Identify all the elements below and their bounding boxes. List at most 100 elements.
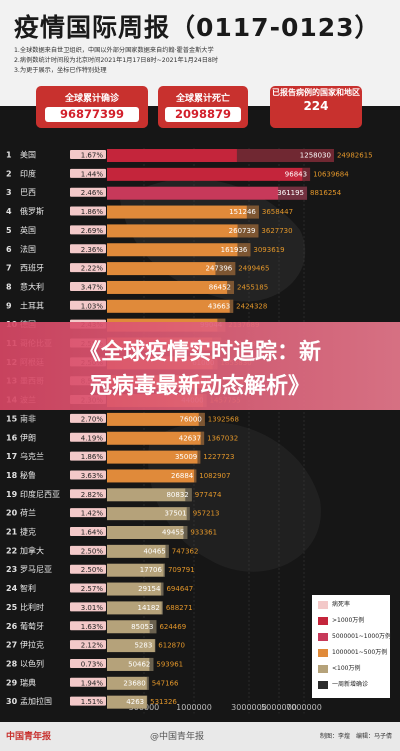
weekly-value-label: 260739	[229, 227, 256, 235]
total-value-label: 1227723	[203, 453, 234, 461]
bar-total	[107, 507, 190, 521]
rank-label: 7	[6, 264, 12, 273]
country-label: 荷兰	[20, 508, 36, 518]
cfr-badge	[70, 263, 106, 273]
bar-weekly	[236, 149, 334, 162]
cfr-label: 2.70%	[81, 415, 104, 423]
cfr-badge	[70, 508, 106, 518]
rank-label: 28	[6, 659, 18, 668]
cfr-label: 4.19%	[81, 434, 104, 442]
country-label: 南非	[20, 413, 36, 423]
weekly-value-label: 35009	[175, 453, 197, 461]
bar-total	[107, 412, 205, 426]
total-value-label: 3093619	[253, 246, 284, 254]
summary-value: 224	[277, 99, 355, 114]
total-value-label: 2499465	[238, 265, 269, 273]
cfr-badge	[70, 583, 106, 593]
country-label: 意大利	[20, 281, 44, 291]
bar-weekly	[302, 167, 311, 181]
rank-label: 15	[6, 414, 18, 423]
cfr-label: 2.57%	[81, 585, 104, 593]
total-value-label: 688271	[166, 604, 193, 612]
summary-countries: 已报告病例的国家和地区 224	[270, 86, 362, 128]
total-value-label: 977474	[195, 491, 222, 499]
bar-weekly	[161, 582, 164, 596]
note-3: 3.为更于展示，坐标已作特别处理	[14, 67, 107, 74]
bar-weekly	[185, 488, 192, 502]
cfr-label: 3.47%	[81, 283, 104, 291]
cfr-label: 1.44%	[81, 170, 104, 178]
summary-total-deaths: 全球累计死亡 2098879	[158, 86, 248, 128]
legend-label: <100万例	[332, 665, 361, 672]
weekly-value-label: 247396	[206, 265, 233, 273]
country-label: 比利时	[20, 602, 44, 612]
cfr-badge	[70, 150, 106, 159]
total-value-label: 1367032	[207, 434, 238, 442]
weekly-value-label: 14182	[138, 604, 160, 612]
cfr-badge	[70, 696, 106, 706]
cfr-label: 1.67%	[81, 152, 104, 160]
banner-line-1: 《全球疫情实时追踪：新	[78, 340, 321, 365]
rank-label: 9	[6, 301, 12, 310]
bar-weekly	[198, 412, 205, 426]
cfr-label: 3.63%	[81, 472, 104, 480]
bar-chart: 50000010000003000000500000070000001美国1.6…	[6, 148, 373, 714]
legend-label: 1000001~500万例	[332, 649, 388, 656]
total-value-label: 3658447	[262, 208, 293, 216]
cfr-badge	[70, 489, 106, 499]
total-value-label: 612870	[158, 642, 185, 650]
country-label: 巴西	[20, 188, 36, 197]
summary-label: 已报告病例的国家和地区	[272, 88, 360, 97]
country-label: 英国	[20, 225, 36, 235]
rank-label: 22	[6, 546, 17, 555]
total-value-label: 1392568	[208, 415, 239, 423]
cfr-badge	[70, 677, 106, 687]
weekly-value-label: 96843	[285, 170, 307, 178]
country-label: 以色列	[20, 658, 44, 668]
bar-weekly	[194, 469, 197, 483]
legend-item-cfr: 病死率	[318, 599, 350, 611]
bar-weekly	[183, 526, 188, 539]
total-value-label: 933361	[190, 529, 217, 537]
country-label: 印度尼西亚	[20, 489, 60, 499]
total-value-label: 531326	[150, 698, 177, 706]
summary-value: 96877399	[44, 107, 140, 122]
summary-value: 2098879	[165, 107, 241, 122]
bar-weekly	[246, 205, 259, 219]
legend-item-tier4: <100万例	[318, 663, 360, 675]
weekly-value-label: 29154	[138, 585, 161, 593]
bar-weekly	[149, 620, 157, 634]
bar-total	[107, 280, 235, 294]
total-value-label: 2455185	[237, 283, 268, 291]
cfr-label: 2.46%	[81, 189, 104, 197]
total-value-label: 10639684	[313, 170, 349, 178]
rank-label: 27	[6, 641, 17, 650]
weekly-value-label: 17706	[140, 566, 163, 574]
article-title-banner[interactable]: 《全球疫情实时追踪：新 冠病毒最新动态解析》	[0, 322, 400, 410]
weekly-value-label: 37501	[164, 510, 186, 518]
bar-total	[107, 167, 311, 181]
legend-swatch	[318, 600, 328, 609]
weekly-value-label: 361195	[277, 189, 304, 197]
rank-label: 17	[6, 452, 17, 461]
bar-weekly	[227, 280, 235, 294]
country-label: 孟加拉国	[20, 696, 52, 706]
bar-total	[107, 526, 188, 539]
watermark: @中国青年报	[150, 732, 205, 742]
bar-total	[107, 205, 259, 219]
rank-label: 5	[6, 226, 12, 235]
weekly-value-label: 5283	[134, 642, 152, 650]
bar-weekly	[186, 507, 190, 521]
rank-label: 16	[6, 433, 18, 442]
summary-label: 全球累计死亡	[175, 94, 230, 104]
country-label: 西班牙	[20, 263, 44, 273]
total-value-label: 694647	[166, 585, 193, 593]
cfr-badge	[70, 244, 106, 254]
country-label: 印度	[20, 168, 36, 178]
credit: 制图：李煌 编辑：马子倩	[319, 733, 392, 740]
bar-weekly	[165, 544, 169, 558]
cfr-badge	[70, 168, 106, 178]
weekly-value-label: 161936	[221, 246, 248, 254]
legend-label: 5000001~1000万例	[332, 633, 392, 640]
bar-weekly	[278, 186, 308, 200]
